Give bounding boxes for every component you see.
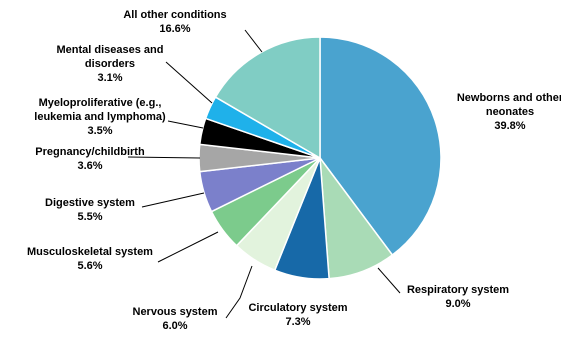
category-label: Circulatory system xyxy=(248,302,348,314)
category-label: Musculoskeletal system xyxy=(27,246,153,258)
category-label: Respiratory system xyxy=(406,284,510,296)
value-label: 39.8% xyxy=(494,120,526,132)
slice-label: Digestive system 5.5% xyxy=(20,196,160,224)
value-label: 16.6% xyxy=(159,23,191,35)
leader-line xyxy=(141,192,205,208)
leader-line xyxy=(157,231,219,263)
slice-label: Newborns and other neonates 39.8% xyxy=(455,91,561,133)
slice-label: Nervous system 6.0% xyxy=(115,305,235,333)
leader-line xyxy=(377,267,401,294)
value-label: 6.0% xyxy=(162,320,188,332)
category-label: Mental diseases and disorders xyxy=(56,44,164,70)
slice-label: Mental diseases and disorders 3.1% xyxy=(45,43,175,85)
leader-line xyxy=(127,156,201,159)
category-label: All other conditions xyxy=(123,9,227,21)
value-label: 5.5% xyxy=(77,211,103,223)
leader-line xyxy=(165,61,213,104)
category-label: Digestive system xyxy=(45,197,135,209)
value-label: 3.5% xyxy=(87,125,113,137)
value-label: 3.6% xyxy=(77,160,103,172)
value-label: 5.6% xyxy=(77,260,103,272)
slice-label: All other conditions 16.6% xyxy=(105,8,245,36)
category-label: Pregnancy/childbirth xyxy=(35,146,145,158)
leader-line xyxy=(167,120,204,129)
leader-line xyxy=(244,29,263,53)
category-label: Newborns and other neonates xyxy=(456,92,561,118)
category-label: Myeloproliferative (e.g., leukemia and l… xyxy=(34,97,166,123)
value-label: 9.0% xyxy=(445,298,471,310)
value-label: 7.3% xyxy=(285,316,311,328)
leader-line xyxy=(225,265,253,319)
slice-label: Myeloproliferative (e.g., leukemia and l… xyxy=(15,96,185,138)
pie-slice xyxy=(319,36,442,257)
pie-slice xyxy=(214,36,321,160)
value-label: 3.1% xyxy=(97,72,123,84)
slice-label: Respiratory system 9.0% xyxy=(398,283,518,311)
slice-label: Musculoskeletal system 5.6% xyxy=(10,245,170,273)
slice-label: Circulatory system 7.3% xyxy=(238,301,358,329)
slice-label: Pregnancy/childbirth 3.6% xyxy=(20,145,160,173)
category-label: Nervous system xyxy=(132,306,218,318)
